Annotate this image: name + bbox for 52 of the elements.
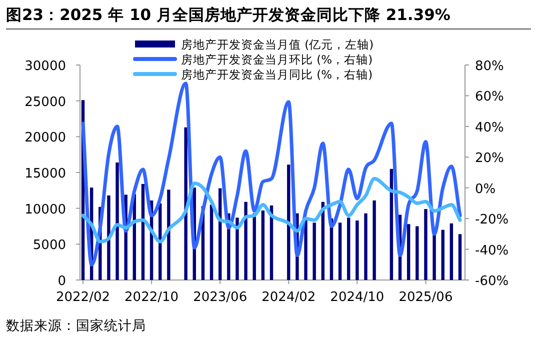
bar [312,222,316,280]
y2-tick-label: 40% [475,120,504,136]
bar [406,224,410,280]
y-tick-label: 15000 [24,166,66,182]
y-tick-label: 20000 [24,130,66,146]
y2-tick-label: -60% [475,274,509,289]
y2-tick-label: -40% [475,243,509,258]
legend-label: 房地产开发资金当月值 (亿元，左轴) [181,38,374,52]
bar [184,127,188,280]
chart-title: 图23：2025 年 10 月全国房地产开发资金同比下降 21.39% [6,5,451,24]
y2-tick-label: 60% [475,90,504,105]
x-tick-label: 2024/02 [262,290,316,305]
bar [450,223,454,280]
bar [167,190,170,280]
x-tick-label: 2023/06 [193,290,248,305]
bar [287,164,290,280]
bar [390,168,394,280]
y2-tick-label: 80% [475,59,504,74]
bar [338,222,342,280]
legend-label: 房地产开发资金当月环比 (%，右轴) [181,52,373,66]
y-tick-label: 10000 [24,202,66,218]
x-tick-label: 2022/10 [124,290,179,305]
y-tick-label: 30000 [24,59,66,74]
legend-label: 房地产开发资金当月同比 (%，右轴) [181,68,373,82]
bar [107,195,110,280]
bar [347,218,350,280]
bar [236,218,239,280]
x-tick-label: 2022/02 [56,290,110,305]
bar [424,209,428,280]
bar [304,218,308,280]
bar [210,204,214,280]
source-note: 数据来源：国家统计局 [6,318,146,334]
y-tick-label: 0 [58,274,66,289]
x-tick-label: 2025/06 [398,290,453,305]
y2-tick-label: 0% [475,182,496,197]
bar [441,230,444,280]
y-tick-label: 5000 [32,238,66,254]
bar [244,202,248,280]
bar [261,210,265,280]
y-tick-label: 25000 [24,94,66,110]
bar [372,200,376,280]
bar [141,184,145,280]
bar [356,220,359,280]
y2-tick-label: 20% [475,151,504,166]
x-tick-label: 2024/10 [330,290,384,305]
bar [116,162,119,280]
line-series [81,176,462,244]
bar [364,213,368,280]
y2-tick-label: -20% [475,212,509,228]
line-series [81,82,462,266]
bar [416,226,419,280]
bar [458,234,462,280]
